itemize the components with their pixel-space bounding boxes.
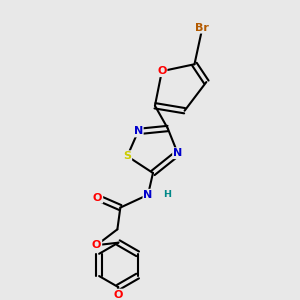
Text: O: O bbox=[114, 290, 123, 300]
Text: S: S bbox=[123, 151, 131, 161]
Text: Br: Br bbox=[196, 23, 209, 33]
Text: O: O bbox=[93, 193, 102, 203]
Text: N: N bbox=[173, 148, 182, 158]
Text: O: O bbox=[92, 240, 101, 250]
Text: O: O bbox=[157, 66, 167, 76]
Text: N: N bbox=[143, 190, 153, 200]
Text: H: H bbox=[163, 190, 171, 199]
Text: N: N bbox=[134, 127, 143, 136]
